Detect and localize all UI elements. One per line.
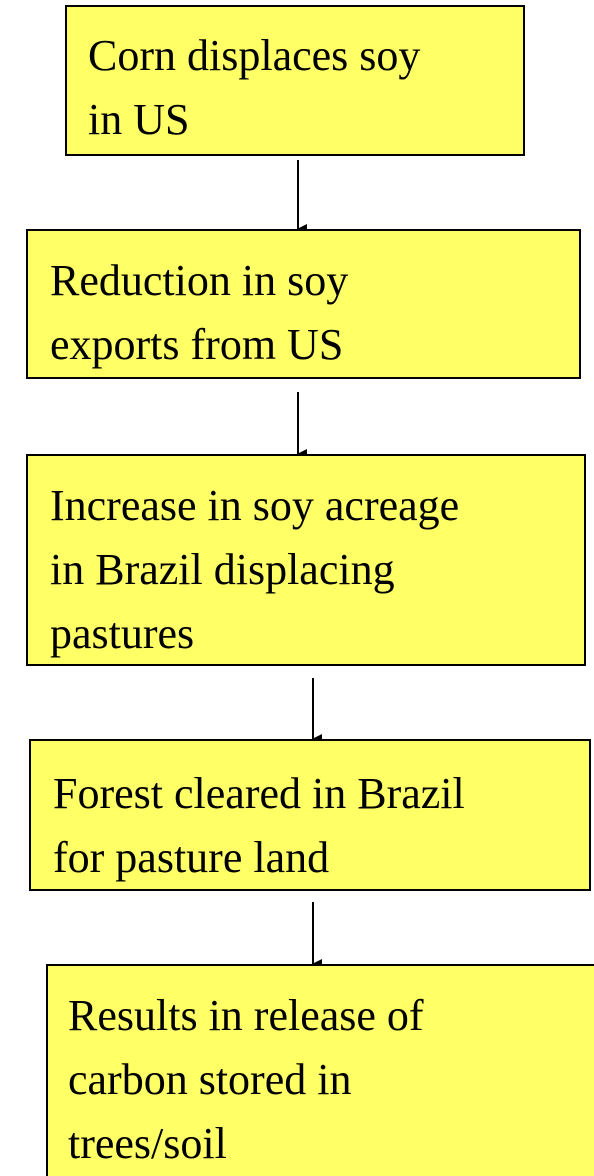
node-label: Corn displaces soy — [88, 31, 420, 80]
node-label: Forest cleared in Brazil — [53, 769, 465, 818]
node-label: Reduction in soy — [50, 256, 348, 305]
node-box — [46, 964, 594, 1176]
node-box — [65, 5, 525, 156]
node-label: trees/soil — [68, 1119, 227, 1168]
node-box — [26, 229, 581, 379]
node-label: Increase in soy acreage — [50, 481, 459, 530]
node-box — [26, 454, 586, 666]
node-box — [29, 739, 591, 891]
node-label: pastures — [50, 609, 194, 658]
node-label: carbon stored in — [68, 1055, 351, 1104]
node-label: Results in release of — [68, 991, 424, 1040]
node-label: exports from US — [50, 320, 343, 369]
node-label: in US — [88, 95, 189, 144]
node-label: for pasture land — [53, 833, 329, 882]
node-label: in Brazil displacing — [50, 545, 395, 594]
